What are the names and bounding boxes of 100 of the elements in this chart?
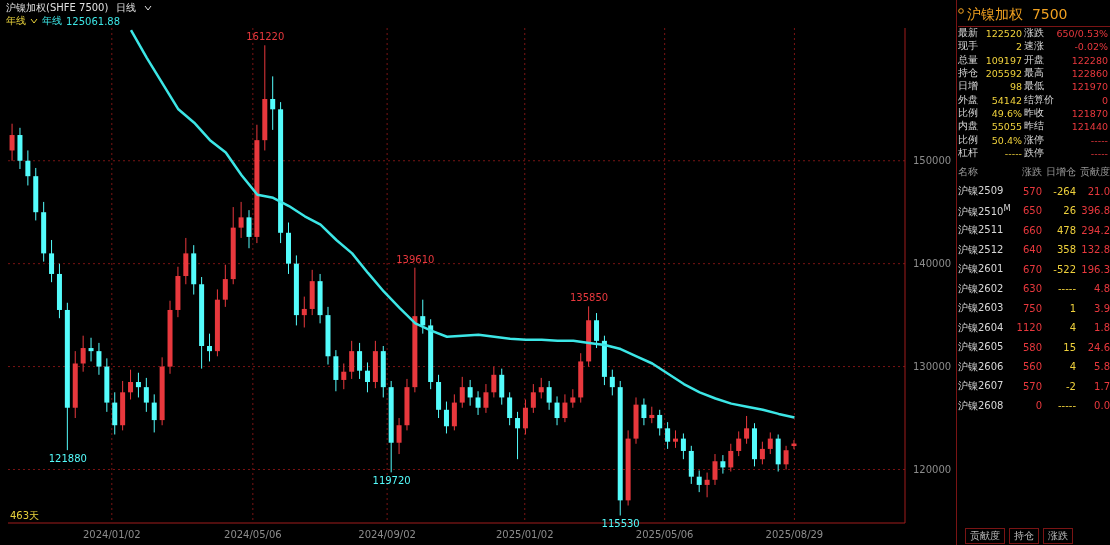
- text: 1.7: [1093, 380, 1110, 392]
- annotation: 115530: [601, 518, 640, 530]
- text: 1120: [1015, 322, 1042, 334]
- text: 54142: [990, 94, 1022, 106]
- text: 5.8: [1093, 361, 1110, 373]
- candlestick: [657, 409, 663, 437]
- candlestick: [696, 470, 702, 493]
- candlestick: [491, 366, 497, 398]
- candlestick: [135, 372, 141, 398]
- candlestick: [759, 441, 765, 465]
- annotation: 161220: [246, 31, 285, 43]
- annotation: 121880: [48, 453, 87, 465]
- text: 沪镍2604: [958, 320, 1005, 335]
- text: 名称: [958, 164, 979, 179]
- candlestick: [25, 149, 31, 186]
- text: -264: [1052, 185, 1076, 197]
- text: 580: [1021, 341, 1042, 353]
- text: 294.2: [1080, 224, 1110, 236]
- text: 396.8: [1080, 205, 1110, 217]
- candlestick: [183, 237, 189, 285]
- text: 109197: [984, 54, 1022, 66]
- candlestick: [609, 369, 615, 396]
- line-series: [129, 28, 796, 419]
- text: 560: [1021, 361, 1042, 373]
- x-tick-label: 2025/05/06: [635, 529, 694, 541]
- text: 15: [1062, 341, 1076, 353]
- candlestick: [396, 417, 402, 455]
- text: 24.6: [1086, 341, 1110, 353]
- text: 贡献度: [965, 528, 1005, 544]
- y-tick-label: 150000: [913, 155, 952, 167]
- text: 沪镍2605: [958, 340, 1005, 355]
- text: 50.4%: [990, 134, 1022, 146]
- candlestick: [546, 380, 552, 411]
- candlestick: [475, 390, 481, 416]
- text: 沪镍2601: [958, 262, 1005, 277]
- text: 沪镍2509: [958, 184, 1005, 199]
- text: 沪镍2511: [958, 223, 1005, 238]
- text: 年线: [6, 15, 26, 26]
- x-tick-label: 2025/08/29: [765, 529, 824, 541]
- text: 沪镍2512: [958, 242, 1005, 257]
- text: 沪镍2602: [958, 281, 1005, 296]
- text: 650/0.53%: [1056, 28, 1108, 40]
- text: 4.8: [1093, 283, 1110, 295]
- candlestick: [459, 376, 465, 409]
- candlestick: [570, 388, 576, 409]
- text: 0: [1100, 94, 1108, 106]
- candlestick: [712, 453, 718, 486]
- candlestick: [238, 201, 244, 239]
- candlestick: [112, 391, 118, 435]
- text: 沪镍2606: [958, 359, 1005, 374]
- candlestick: [538, 377, 544, 399]
- text: 持仓: [958, 67, 979, 81]
- text: 0: [1034, 400, 1042, 412]
- text: 贡献度: [1079, 164, 1110, 179]
- text: 杠杆: [958, 146, 979, 160]
- text: 比例: [958, 133, 979, 147]
- text: 涨跌: [1023, 27, 1045, 41]
- text: 结算价: [1023, 93, 1055, 107]
- candlestick: [704, 472, 710, 498]
- text: 122860: [1070, 68, 1108, 80]
- candlestick: [207, 333, 213, 362]
- text: 速涨: [1023, 40, 1045, 54]
- text: 121440: [1070, 121, 1108, 133]
- text: 750: [1021, 302, 1042, 314]
- text: 121970: [1070, 81, 1108, 93]
- candlestick: [720, 454, 726, 475]
- candlestick: [467, 379, 473, 407]
- x-tick-label: 2025/01/02: [495, 529, 554, 541]
- annotation: 463天: [10, 509, 40, 523]
- candlestick: [736, 430, 742, 457]
- text: 外盘: [958, 93, 979, 107]
- text: 21.0: [1086, 185, 1110, 197]
- text: 122280: [1070, 54, 1108, 66]
- candlestick: [143, 377, 149, 413]
- text: -----: [1056, 283, 1076, 295]
- text: 1.8: [1093, 322, 1110, 334]
- candlestick: [357, 342, 363, 380]
- text: 沪镍2607: [958, 379, 1005, 394]
- text: 日增仓: [1045, 164, 1076, 179]
- candlestick: [96, 342, 102, 376]
- text: 358: [1055, 244, 1076, 256]
- candlestick: [507, 391, 513, 426]
- candlestick: [222, 264, 228, 308]
- text: 现手: [958, 40, 979, 54]
- x-tick-label: 2024/01/02: [82, 529, 141, 541]
- text: 总量: [958, 53, 979, 67]
- candlestick: [554, 395, 560, 426]
- text: 昨结: [1023, 120, 1045, 134]
- text: 478: [1055, 224, 1076, 236]
- candlestick: [515, 411, 521, 460]
- text: 内盘: [958, 120, 979, 134]
- candlestick: [301, 296, 307, 328]
- x-tick-label: 2024/05/06: [224, 529, 282, 541]
- candlestick: [349, 340, 355, 380]
- text: -522: [1052, 263, 1076, 275]
- candlestick: [665, 421, 671, 450]
- candlestick: [270, 75, 276, 131]
- y-tick-label: 140000: [913, 258, 952, 270]
- candlestick: [151, 393, 157, 433]
- candlestick: [783, 445, 789, 470]
